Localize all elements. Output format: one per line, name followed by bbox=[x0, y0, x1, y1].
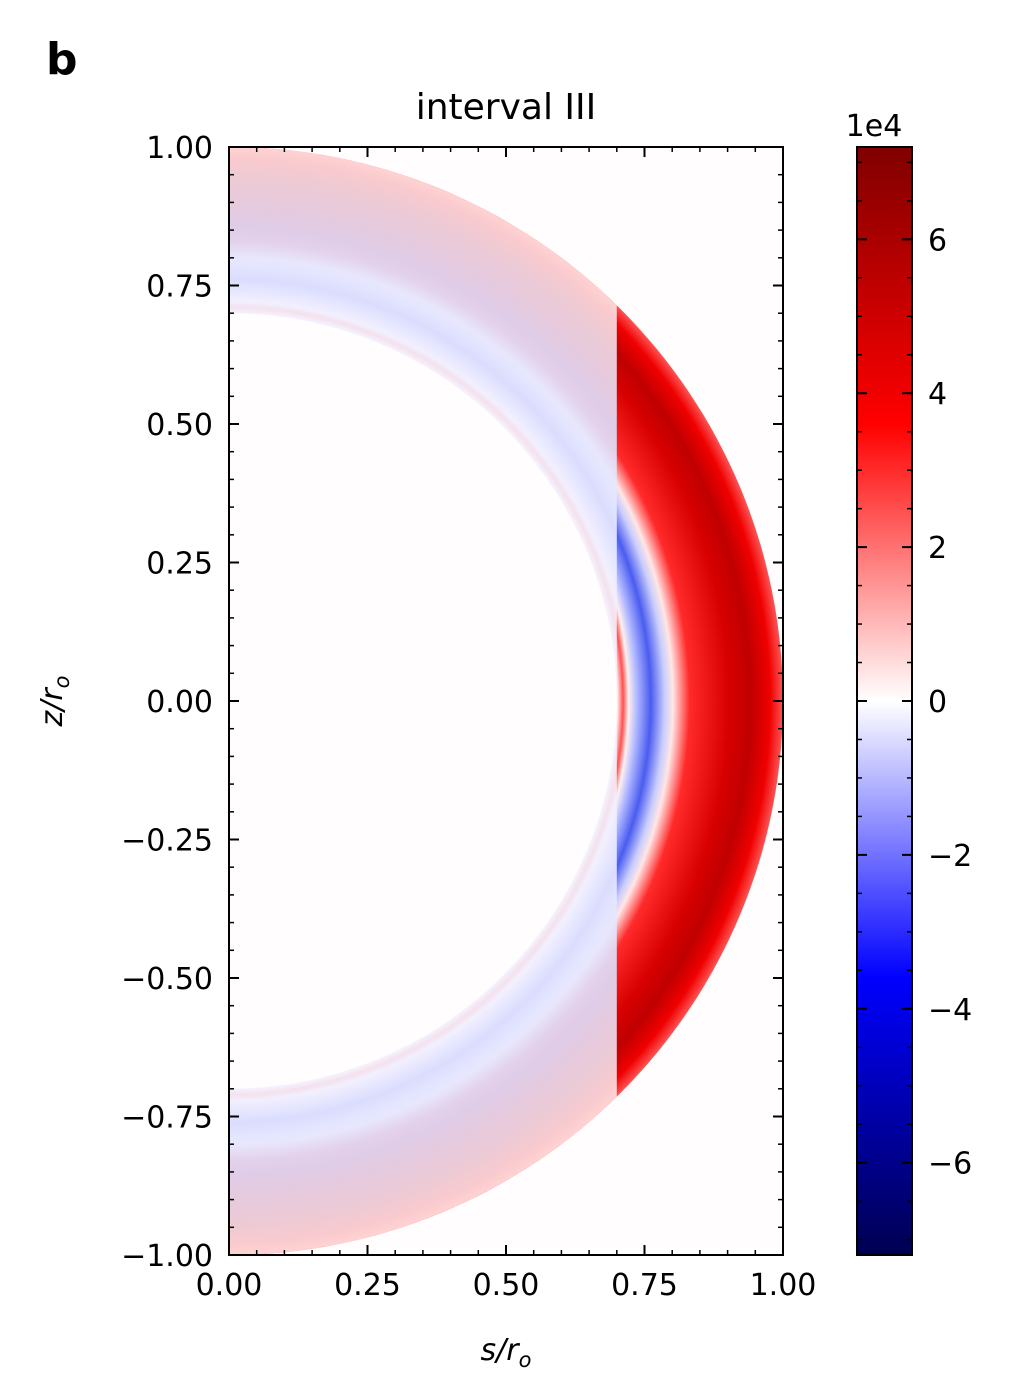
colorbar-tick-label: 2 bbox=[928, 531, 947, 566]
y-tick-label: −0.25 bbox=[121, 824, 213, 859]
inner-core bbox=[229, 313, 617, 1089]
y-axis: 1.00 0.75 0.50 0.25 0.00 −0.25 −0.50 −0.75 −1.00 bbox=[121, 131, 783, 1274]
chart-title: interval III bbox=[416, 87, 597, 128]
y-tick-label: −0.50 bbox=[121, 962, 213, 997]
y-tick-label: 0.75 bbox=[146, 270, 213, 305]
x-tick-label: 0.50 bbox=[473, 1268, 540, 1303]
shell-field bbox=[229, 147, 783, 1255]
colorbar-tick-label: 6 bbox=[928, 223, 947, 258]
x-tick-label: 1.00 bbox=[750, 1268, 817, 1303]
y-axis-label-main: z/r bbox=[35, 687, 70, 728]
y-tick-label: −1.00 bbox=[121, 1239, 213, 1274]
heatmap-field bbox=[229, 147, 783, 1255]
y-axis-label-sub: o bbox=[50, 675, 74, 688]
colorbar-tick-label: −4 bbox=[928, 993, 972, 1028]
x-axis-label: s/ro bbox=[481, 1333, 532, 1372]
y-axis-label: z/ro bbox=[35, 675, 74, 727]
x-axis: 0.00 0.25 0.50 0.75 1.00 bbox=[196, 147, 817, 1303]
colorbar-tick-label: 4 bbox=[928, 377, 947, 412]
x-tick-label: 0.00 bbox=[196, 1268, 263, 1303]
colorbar-multiplier: 1e4 bbox=[846, 109, 903, 144]
colorbar-tick-label: 0 bbox=[928, 685, 947, 720]
colorbar-tick-label: −6 bbox=[928, 1147, 972, 1182]
x-tick-label: 0.75 bbox=[611, 1268, 678, 1303]
y-tick-label: 1.00 bbox=[146, 131, 213, 166]
colorbar-ticks: 6 4 2 0 −2 −4 −6 bbox=[857, 161, 972, 1241]
x-axis-label-main: s/r bbox=[481, 1333, 521, 1368]
colorbar-tick-label: −2 bbox=[928, 839, 972, 874]
y-tick-label: 0.50 bbox=[146, 408, 213, 443]
y-tick-label: 0.00 bbox=[146, 685, 213, 720]
x-axis-label-sub: o bbox=[519, 1348, 532, 1372]
y-tick-label: −0.75 bbox=[121, 1101, 213, 1136]
x-tick-label: 0.25 bbox=[334, 1268, 401, 1303]
panel-label: b bbox=[46, 34, 78, 85]
y-tick-label: 0.25 bbox=[146, 547, 213, 582]
